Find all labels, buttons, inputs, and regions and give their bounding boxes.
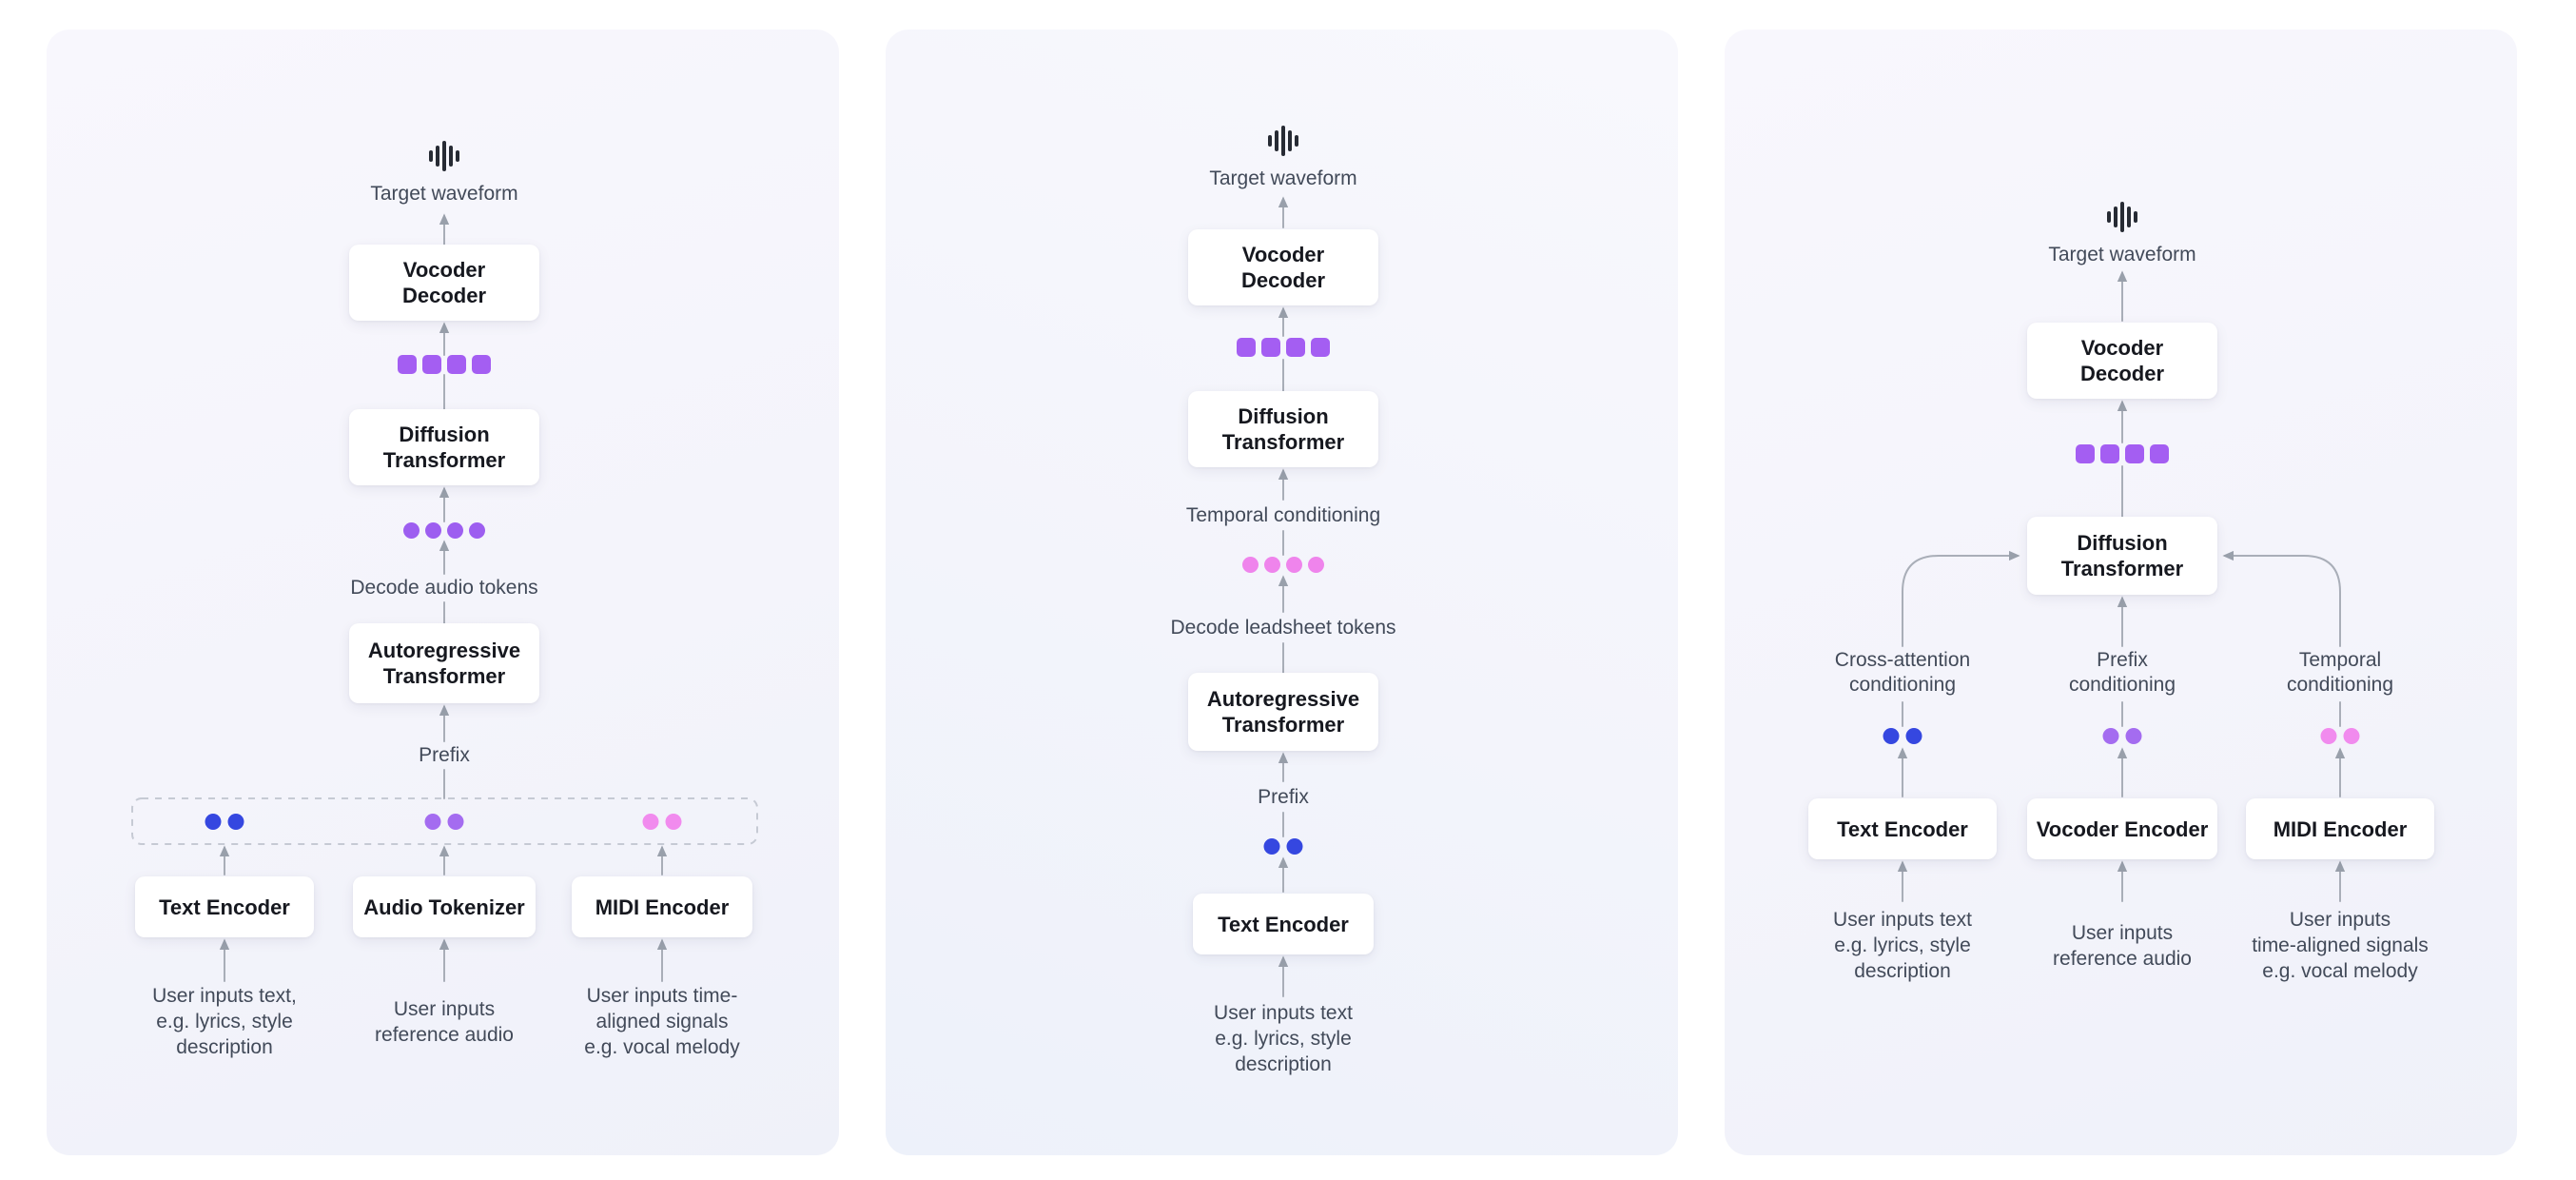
midi-conditioning-dots bbox=[2320, 728, 2360, 744]
text-input-caption: User inputs text, e.g. lyrics, style des… bbox=[152, 985, 297, 1058]
audio-input-caption: User inputs reference audio bbox=[375, 998, 514, 1046]
audio-tokenizer-box: Audio Tokenizer bbox=[353, 876, 536, 937]
autoregressive-transformer-box: Autoregressive Transformer bbox=[349, 623, 539, 703]
waveform-icon bbox=[2107, 202, 2137, 232]
cross-attention-conditioning-label: Cross-attention conditioning bbox=[1834, 649, 1971, 696]
temporal-conditioning-label: Temporal conditioning bbox=[1185, 504, 1381, 526]
midi-encoder-box: MIDI Encoder bbox=[572, 876, 752, 937]
waveform-icon bbox=[1268, 126, 1298, 156]
text-conditioning-dots bbox=[1883, 728, 1922, 744]
midi-prefix-dots bbox=[642, 814, 682, 830]
leadsheet-token-circles bbox=[1242, 557, 1324, 573]
diffusion-transformer-box: Diffusion Transformer bbox=[1188, 391, 1378, 467]
diffusion-transformer-box: Diffusion Transformer bbox=[2027, 517, 2217, 595]
text-encoder-box: Text Encoder bbox=[1193, 894, 1374, 954]
waveform-icon bbox=[429, 141, 459, 171]
audio-token-circles bbox=[403, 522, 485, 539]
panel-prefix-architecture: Target waveform Vocoder Decoder Diffusio… bbox=[47, 30, 839, 1155]
text-prefix-dots bbox=[1263, 838, 1303, 855]
midi-input-caption: User inputs time-aligned signals e.g. vo… bbox=[2252, 909, 2429, 982]
text-encoder-box: Text Encoder bbox=[1808, 798, 1997, 859]
autoregressive-transformer-box: Autoregressive Transformer bbox=[1188, 673, 1378, 751]
latent-token-squares bbox=[2076, 444, 2169, 463]
target-waveform-label: Target waveform bbox=[370, 183, 518, 205]
target-waveform-label: Target waveform bbox=[1209, 167, 1357, 189]
audio-prefix-dots bbox=[424, 814, 464, 830]
prefix-label: Prefix bbox=[1258, 786, 1309, 808]
temporal-conditioning-label: Temporal conditioning bbox=[2286, 649, 2394, 696]
decode-audio-tokens-label: Decode audio tokens bbox=[350, 577, 538, 599]
text-prefix-dots bbox=[205, 814, 244, 830]
prefix-token-container bbox=[131, 797, 758, 845]
prefix-conditioning-label: Prefix conditioning bbox=[2068, 649, 2176, 696]
panel-multi-conditioning-architecture: Target waveform Vocoder Decoder Diffusio… bbox=[1725, 30, 2517, 1155]
text-input-caption: User inputs text e.g. lyrics, style desc… bbox=[1214, 1002, 1353, 1075]
vocoder-encoder-box: Vocoder Encoder bbox=[2027, 798, 2217, 859]
midi-input-caption: User inputs time- aligned signals e.g. v… bbox=[584, 985, 740, 1058]
panel-leadsheet-architecture: Target waveform Vocoder Decoder Diffusio… bbox=[886, 30, 1678, 1155]
text-input-caption: User inputs text e.g. lyrics, style desc… bbox=[1833, 909, 1972, 982]
latent-token-squares bbox=[1237, 338, 1330, 357]
midi-encoder-box: MIDI Encoder bbox=[2246, 798, 2434, 859]
panel1-connectors bbox=[131, 213, 758, 982]
decode-leadsheet-tokens-label: Decode leadsheet tokens bbox=[1170, 617, 1396, 639]
vocoder-decoder-box: Vocoder Decoder bbox=[349, 245, 539, 321]
panel2-connectors bbox=[1278, 196, 1289, 997]
latent-token-squares bbox=[398, 355, 491, 374]
audio-conditioning-dots bbox=[2102, 728, 2142, 744]
panel3-connectors bbox=[1897, 270, 2346, 902]
vocoder-decoder-box: Vocoder Decoder bbox=[1188, 229, 1378, 305]
target-waveform-label: Target waveform bbox=[2048, 244, 2196, 266]
vocoder-decoder-box: Vocoder Decoder bbox=[2027, 323, 2217, 399]
text-encoder-box: Text Encoder bbox=[135, 876, 314, 937]
audio-input-caption: User inputs reference audio bbox=[2053, 922, 2192, 970]
prefix-label: Prefix bbox=[419, 744, 470, 766]
diffusion-transformer-box: Diffusion Transformer bbox=[349, 409, 539, 485]
